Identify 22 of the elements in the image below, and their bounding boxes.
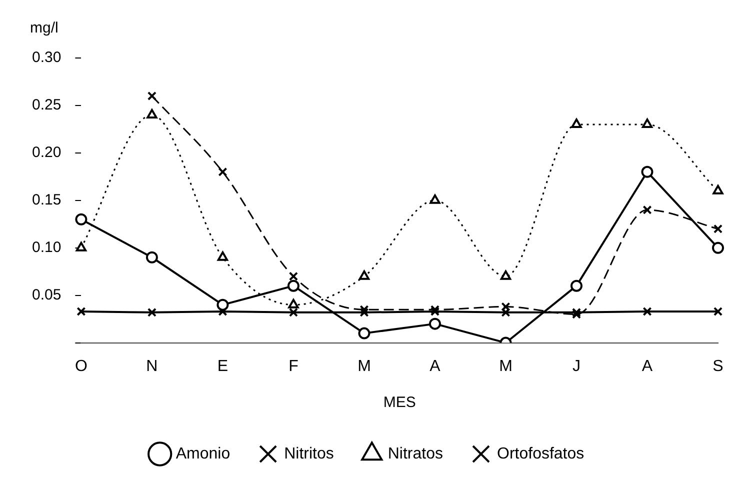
- x-tick-label: A: [430, 358, 441, 375]
- y-tick-label: 0.15: [32, 192, 62, 209]
- x-tick-label: N: [146, 358, 158, 375]
- x-tick-label: M: [499, 358, 512, 375]
- legend-label: Nitratos: [388, 445, 444, 462]
- x-tick-label: J: [572, 358, 580, 375]
- y-tick-label: 0.10: [32, 239, 62, 256]
- x-tick-label: S: [712, 358, 724, 375]
- x-tick-label: A: [642, 358, 653, 375]
- legend-label: Amonio: [176, 445, 230, 462]
- legend-label: Nitritos: [284, 445, 334, 462]
- x-tick-label: M: [358, 358, 371, 375]
- y-axis-title: mg/l: [30, 20, 58, 37]
- x-axis-title: MES: [383, 394, 416, 412]
- legend-label: Ortofosfatos: [497, 445, 584, 462]
- y-tick-label: 0.25: [32, 96, 62, 114]
- y-tick-label: 0.05: [32, 286, 62, 304]
- x-tick-label: F: [288, 358, 299, 375]
- x-tick-label: E: [217, 358, 228, 375]
- y-tick-label: 0.20: [32, 144, 62, 162]
- x-tick-label: O: [74, 358, 88, 375]
- y-tick-label: 0.30: [32, 49, 62, 66]
